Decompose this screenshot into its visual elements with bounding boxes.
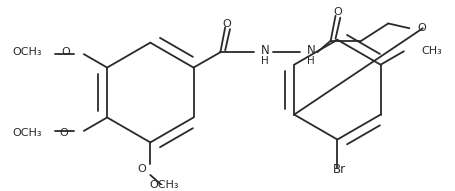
Text: N: N (261, 44, 269, 57)
Text: O: O (333, 7, 342, 17)
Text: O: O (62, 47, 71, 57)
Text: O: O (223, 19, 232, 29)
Text: OCH₃: OCH₃ (12, 47, 42, 57)
Text: O: O (60, 128, 69, 138)
Text: O: O (138, 164, 147, 174)
Text: H: H (261, 56, 268, 66)
Text: OCH₃: OCH₃ (12, 128, 42, 138)
Text: N: N (307, 44, 315, 57)
Text: H: H (307, 56, 314, 66)
Text: Br: Br (333, 163, 346, 176)
Text: OCH₃: OCH₃ (149, 180, 178, 190)
Text: O: O (417, 23, 426, 33)
Text: CH₃: CH₃ (421, 46, 442, 56)
